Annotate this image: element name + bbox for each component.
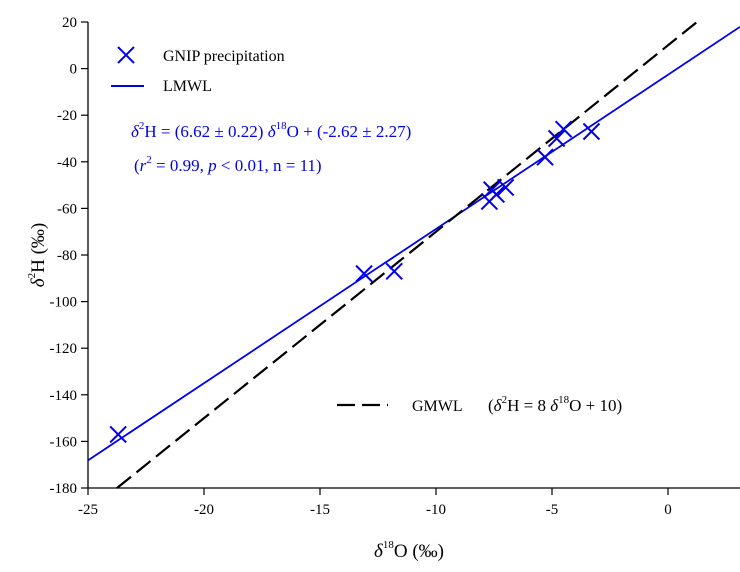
x-tick-label: -20 bbox=[194, 502, 214, 518]
scatter-point bbox=[109, 425, 127, 444]
scatter-point bbox=[554, 120, 573, 138]
regression-lines bbox=[87, 21, 740, 489]
y-tick-label: -20 bbox=[57, 108, 77, 124]
legend-scatter-label: GNIP precipitation bbox=[163, 48, 285, 65]
data-points bbox=[109, 120, 601, 444]
legend-scatter-marker bbox=[117, 46, 135, 64]
x-tick-label: -15 bbox=[310, 502, 330, 518]
y-tick-label: 20 bbox=[62, 15, 77, 31]
x-tick-label: 0 bbox=[664, 502, 672, 518]
y-tick-label: -40 bbox=[57, 155, 77, 171]
scatter-point bbox=[496, 178, 515, 197]
x-tick-label: -5 bbox=[546, 502, 559, 518]
y-tick-label: 0 bbox=[70, 62, 78, 78]
x-axis-title: δ18O (‰) bbox=[374, 539, 444, 562]
scatter-point bbox=[355, 264, 373, 283]
scatter-point bbox=[582, 122, 601, 141]
lmwl-stats: (r2 = 0.99, p < 0.01, n = 11) bbox=[134, 154, 322, 175]
scatter-point bbox=[547, 129, 566, 148]
y-tick-label: -100 bbox=[50, 295, 78, 311]
x-tick-label: -25 bbox=[78, 502, 98, 518]
scatter-point bbox=[487, 185, 506, 204]
gmwl-equation: (δ2H = 8 δ18O + 10) bbox=[488, 394, 622, 415]
scatter-point bbox=[536, 148, 554, 166]
y-tick-label: -120 bbox=[50, 341, 78, 357]
y-axis-ticks: -180 -160 -140 -120 -100 -80 -60 -40 -20 0 20 bbox=[50, 15, 88, 497]
legend-gmwl-label: GMWL bbox=[412, 398, 463, 415]
lmwl-equation: δ2H = (6.62 ± 0.22) δ18O + (-2.62 ± 2.27… bbox=[131, 120, 411, 141]
y-tick-label: -60 bbox=[57, 201, 77, 217]
legend: GNIP precipitation LMWL bbox=[111, 46, 285, 95]
x-axis-ticks: -25 -20 -15 -10 -5 0 bbox=[78, 488, 672, 518]
gmwl-legend: GMWL (δ2H = 8 δ18O + 10) bbox=[337, 394, 622, 415]
lmwl-line bbox=[87, 26, 740, 462]
y-axis-title: δ2H (‰) bbox=[26, 223, 49, 287]
y-tick-label: -160 bbox=[50, 434, 78, 450]
y-tick-label: -80 bbox=[57, 248, 77, 264]
scatter-point bbox=[385, 262, 403, 281]
legend-lmwl-label: LMWL bbox=[163, 78, 212, 95]
y-tick-label: -140 bbox=[50, 388, 78, 404]
x-tick-label: -10 bbox=[426, 502, 446, 518]
y-tick-label: -180 bbox=[50, 481, 78, 497]
